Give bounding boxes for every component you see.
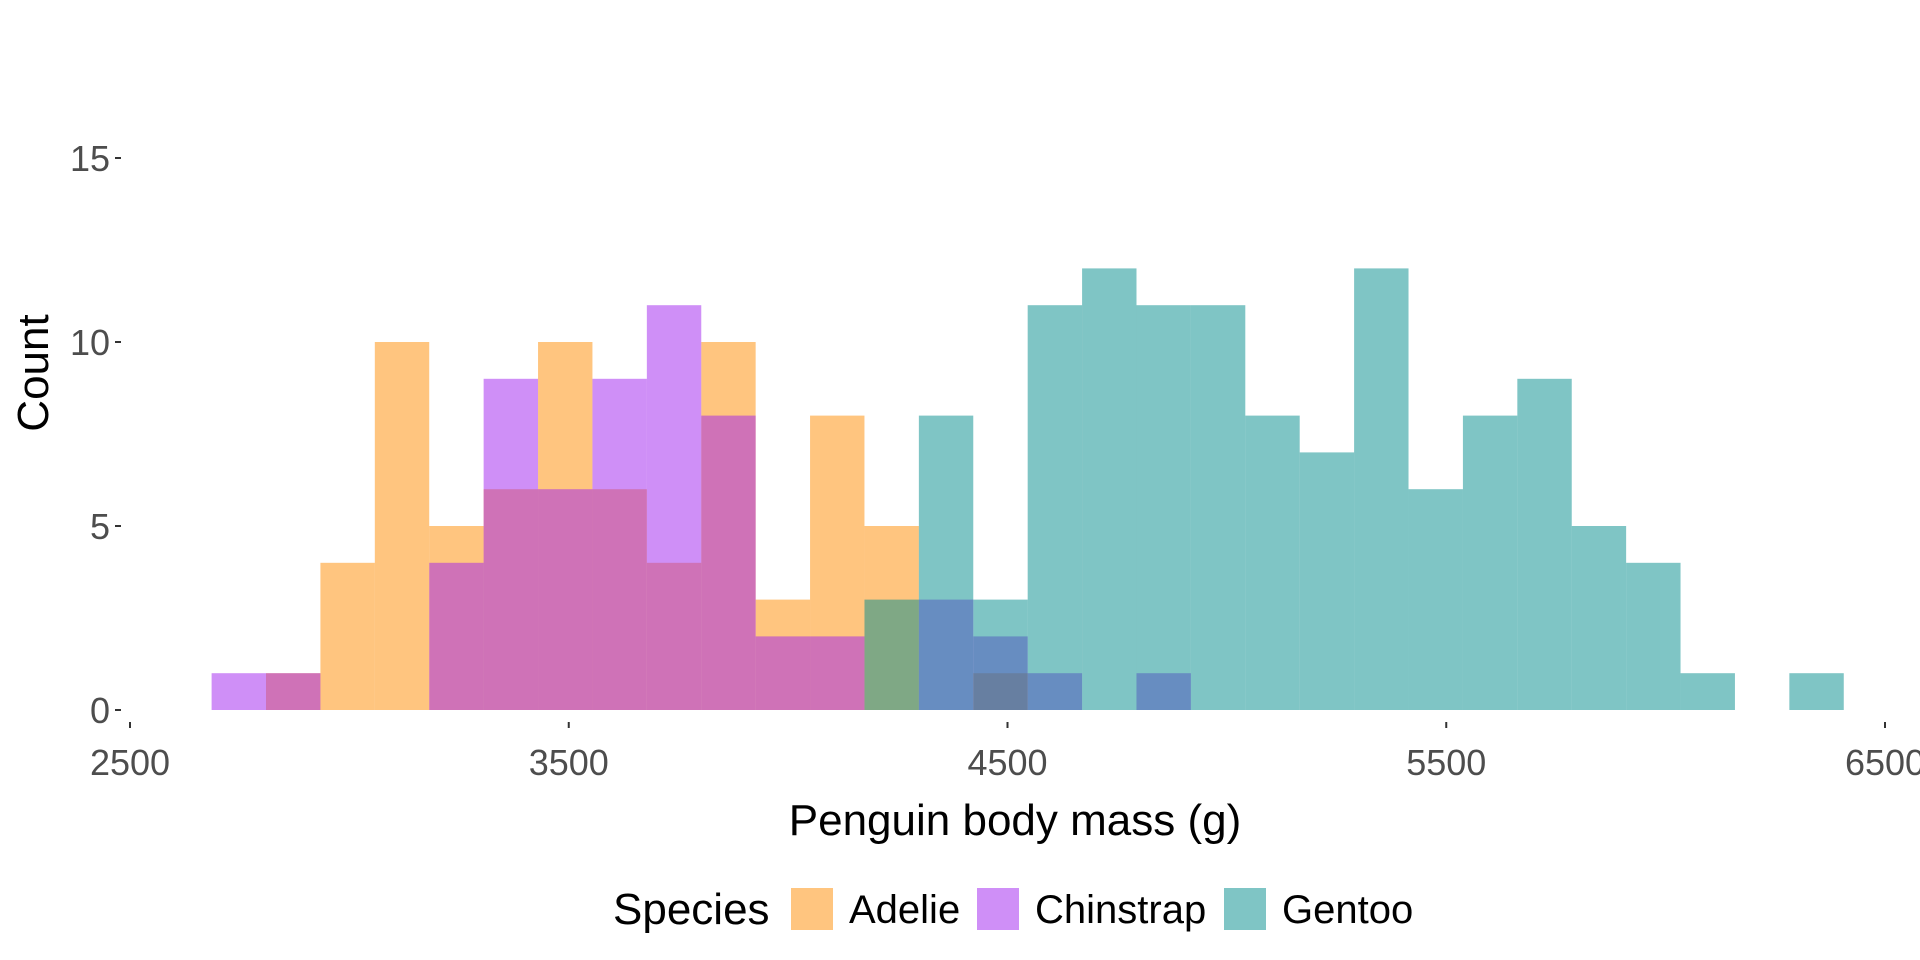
x-tick-label: 5500 xyxy=(1406,742,1486,783)
legend-label-adelie: Adelie xyxy=(849,888,960,932)
y-tick-label: 5 xyxy=(90,506,110,547)
bar-chinstrap xyxy=(592,378,647,710)
bar-gentoo xyxy=(1626,562,1681,710)
bar-chinstrap xyxy=(483,378,539,710)
bar-gentoo xyxy=(1571,526,1627,710)
bar-gentoo xyxy=(1245,415,1300,710)
legend-label-chinstrap: Chinstrap xyxy=(1035,888,1206,932)
legend-key-adelie xyxy=(791,888,833,930)
bar-gentoo xyxy=(1190,305,1246,710)
y-tick-label: 15 xyxy=(70,138,110,179)
legend-key-gentoo xyxy=(1224,888,1266,930)
x-tick-label: 6500 xyxy=(1845,742,1920,783)
x-tick-label: 3500 xyxy=(529,742,609,783)
bar-chinstrap xyxy=(538,489,593,710)
bar-gentoo xyxy=(918,415,974,710)
bar-gentoo xyxy=(1680,673,1735,710)
legend-key-chinstrap xyxy=(977,888,1019,930)
x-tick-label: 4500 xyxy=(967,742,1047,783)
y-tick-label: 10 xyxy=(70,322,110,363)
bar-chinstrap xyxy=(646,305,702,710)
legend-label-gentoo: Gentoo xyxy=(1282,888,1413,932)
bar-gentoo xyxy=(1082,268,1137,710)
legend: Species Adelie Chinstrap Gentoo xyxy=(613,885,1413,934)
series-gentoo xyxy=(864,268,1844,710)
bar-gentoo xyxy=(1789,673,1844,710)
bars-layer xyxy=(211,268,1844,710)
bar-gentoo xyxy=(1027,305,1083,710)
bar-adelie xyxy=(374,342,430,710)
legend-title: Species xyxy=(613,885,770,934)
bar-gentoo xyxy=(1136,305,1191,710)
bar-chinstrap xyxy=(429,562,484,710)
bar-gentoo xyxy=(1462,415,1518,710)
bar-gentoo xyxy=(1408,489,1463,710)
bar-gentoo xyxy=(973,599,1028,710)
x-axis-title: Penguin body mass (g) xyxy=(789,796,1241,845)
bar-gentoo xyxy=(1517,378,1572,710)
bar-gentoo xyxy=(1354,268,1409,710)
bar-chinstrap xyxy=(211,673,267,710)
y-tick-label: 0 xyxy=(90,690,110,731)
bar-chinstrap xyxy=(701,415,756,710)
bar-chinstrap xyxy=(755,636,811,710)
bar-gentoo xyxy=(864,599,919,710)
bar-gentoo xyxy=(1299,452,1355,710)
bar-chinstrap xyxy=(810,636,865,710)
y-axis-title: Count xyxy=(9,314,58,431)
axes-layer: 2500 3500 4500 5500 6500 0 5 10 15 xyxy=(70,138,1920,783)
bar-adelie xyxy=(320,562,375,710)
x-tick-label: 2500 xyxy=(90,742,170,783)
bar-chinstrap xyxy=(266,673,321,710)
